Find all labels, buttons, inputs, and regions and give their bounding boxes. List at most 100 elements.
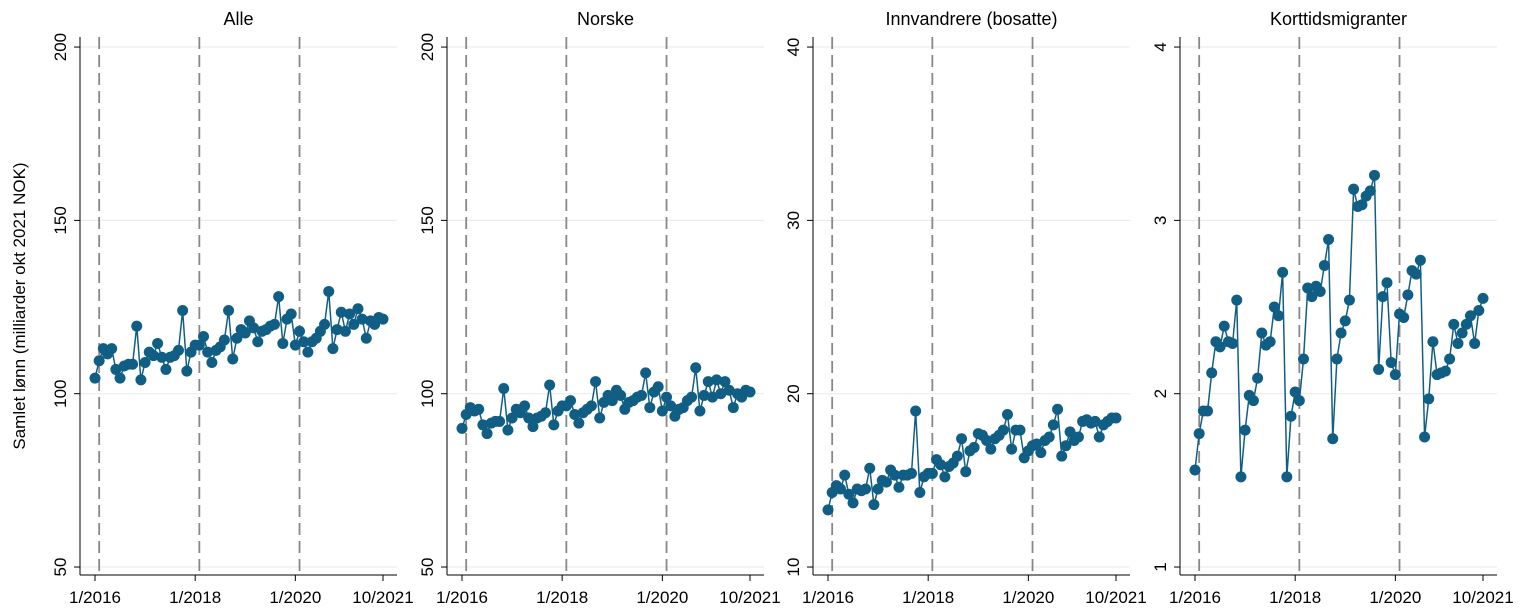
data-point bbox=[227, 353, 239, 365]
x-tick-label: 1/2018 bbox=[1269, 588, 1321, 607]
data-point bbox=[1439, 365, 1451, 377]
data-point bbox=[926, 467, 938, 479]
data-point bbox=[860, 483, 872, 495]
data-point bbox=[694, 405, 706, 417]
data-point bbox=[139, 357, 151, 369]
data-point bbox=[1318, 259, 1330, 271]
data-point bbox=[590, 376, 602, 388]
data-point bbox=[523, 412, 535, 424]
data-point bbox=[1469, 337, 1481, 349]
y-tick-label: 30 bbox=[784, 211, 803, 230]
data-point bbox=[1373, 363, 1385, 375]
y-tick-label: 10 bbox=[784, 558, 803, 577]
y-axis-label: Samlet lønn (milliarder okt 2021 NOK) bbox=[10, 162, 29, 449]
data-point bbox=[723, 384, 735, 396]
x-tick-label: 10/2021 bbox=[719, 588, 780, 607]
data-point bbox=[1272, 310, 1284, 322]
y-tick-label: 100 bbox=[418, 380, 437, 408]
data-point bbox=[181, 365, 193, 377]
data-point bbox=[93, 355, 105, 367]
data-point bbox=[1427, 336, 1439, 348]
data-point bbox=[127, 358, 139, 370]
x-tick-label: 1/2020 bbox=[1002, 588, 1054, 607]
data-point bbox=[1364, 185, 1376, 197]
panel-title: Innvandrere (bosatte) bbox=[885, 9, 1057, 29]
data-point bbox=[1047, 419, 1059, 431]
data-point bbox=[880, 476, 892, 488]
data-point bbox=[1323, 233, 1335, 245]
panel-title: Korttidsmigranter bbox=[1270, 9, 1407, 29]
data-point bbox=[544, 379, 556, 391]
data-point bbox=[172, 344, 184, 356]
data-point bbox=[1293, 395, 1305, 407]
x-tick-label: 1/2020 bbox=[1369, 588, 1421, 607]
data-point bbox=[1335, 327, 1347, 339]
data-point bbox=[114, 372, 126, 384]
data-point bbox=[652, 381, 664, 393]
data-point bbox=[1252, 372, 1264, 384]
data-point bbox=[744, 386, 756, 398]
x-tick-label: 1/2016 bbox=[436, 588, 488, 607]
data-point bbox=[1423, 393, 1435, 405]
y-tick-label: 50 bbox=[51, 558, 70, 577]
data-point bbox=[1072, 431, 1084, 443]
y-tick-label: 3 bbox=[1151, 216, 1170, 225]
data-point bbox=[1189, 464, 1201, 476]
data-point bbox=[1460, 318, 1472, 330]
data-point bbox=[640, 367, 652, 379]
data-point bbox=[1343, 294, 1355, 306]
data-point bbox=[665, 400, 677, 412]
data-point bbox=[835, 483, 847, 495]
data-point bbox=[193, 339, 205, 351]
data-point bbox=[1035, 447, 1047, 459]
data-point bbox=[1256, 327, 1268, 339]
data-point bbox=[1218, 320, 1230, 332]
series-line bbox=[827, 409, 1116, 511]
data-point bbox=[1368, 169, 1380, 181]
data-point bbox=[377, 313, 389, 325]
panel-title: Alle bbox=[223, 9, 253, 29]
data-point bbox=[985, 443, 997, 455]
data-point bbox=[656, 405, 668, 417]
data-point bbox=[960, 466, 972, 478]
data-point bbox=[910, 405, 922, 417]
data-point bbox=[872, 483, 884, 495]
data-point bbox=[843, 488, 855, 500]
data-point bbox=[1235, 471, 1247, 483]
data-point bbox=[1389, 369, 1401, 381]
data-point bbox=[719, 376, 731, 388]
data-point bbox=[585, 400, 597, 412]
data-point bbox=[89, 372, 101, 384]
x-tick-label: 1/2016 bbox=[802, 588, 854, 607]
data-point bbox=[277, 337, 289, 349]
data-point bbox=[1031, 438, 1043, 450]
data-point bbox=[914, 486, 926, 498]
data-point bbox=[289, 339, 301, 351]
data-point bbox=[565, 395, 577, 407]
data-point bbox=[1193, 428, 1205, 440]
data-point bbox=[839, 469, 851, 481]
data-point bbox=[252, 336, 264, 348]
data-point bbox=[889, 469, 901, 481]
y-tick-label: 2 bbox=[1151, 389, 1170, 398]
data-point bbox=[473, 403, 485, 415]
data-point bbox=[348, 318, 360, 330]
data-point bbox=[997, 424, 1009, 436]
data-point bbox=[1110, 412, 1122, 424]
data-point bbox=[935, 459, 947, 471]
x-tick-label: 1/2016 bbox=[1169, 588, 1221, 607]
data-point bbox=[661, 391, 673, 403]
data-point bbox=[198, 331, 210, 343]
data-point bbox=[1239, 424, 1251, 436]
data-point bbox=[539, 407, 551, 419]
y-tick-label: 200 bbox=[418, 33, 437, 61]
data-point bbox=[1060, 440, 1072, 452]
data-point bbox=[905, 467, 917, 479]
data-point bbox=[644, 402, 656, 414]
data-point bbox=[152, 337, 164, 349]
data-point bbox=[1477, 292, 1489, 304]
y-tick-label: 150 bbox=[51, 206, 70, 234]
data-point bbox=[1348, 183, 1360, 195]
data-point bbox=[893, 481, 905, 493]
data-point bbox=[715, 388, 727, 400]
